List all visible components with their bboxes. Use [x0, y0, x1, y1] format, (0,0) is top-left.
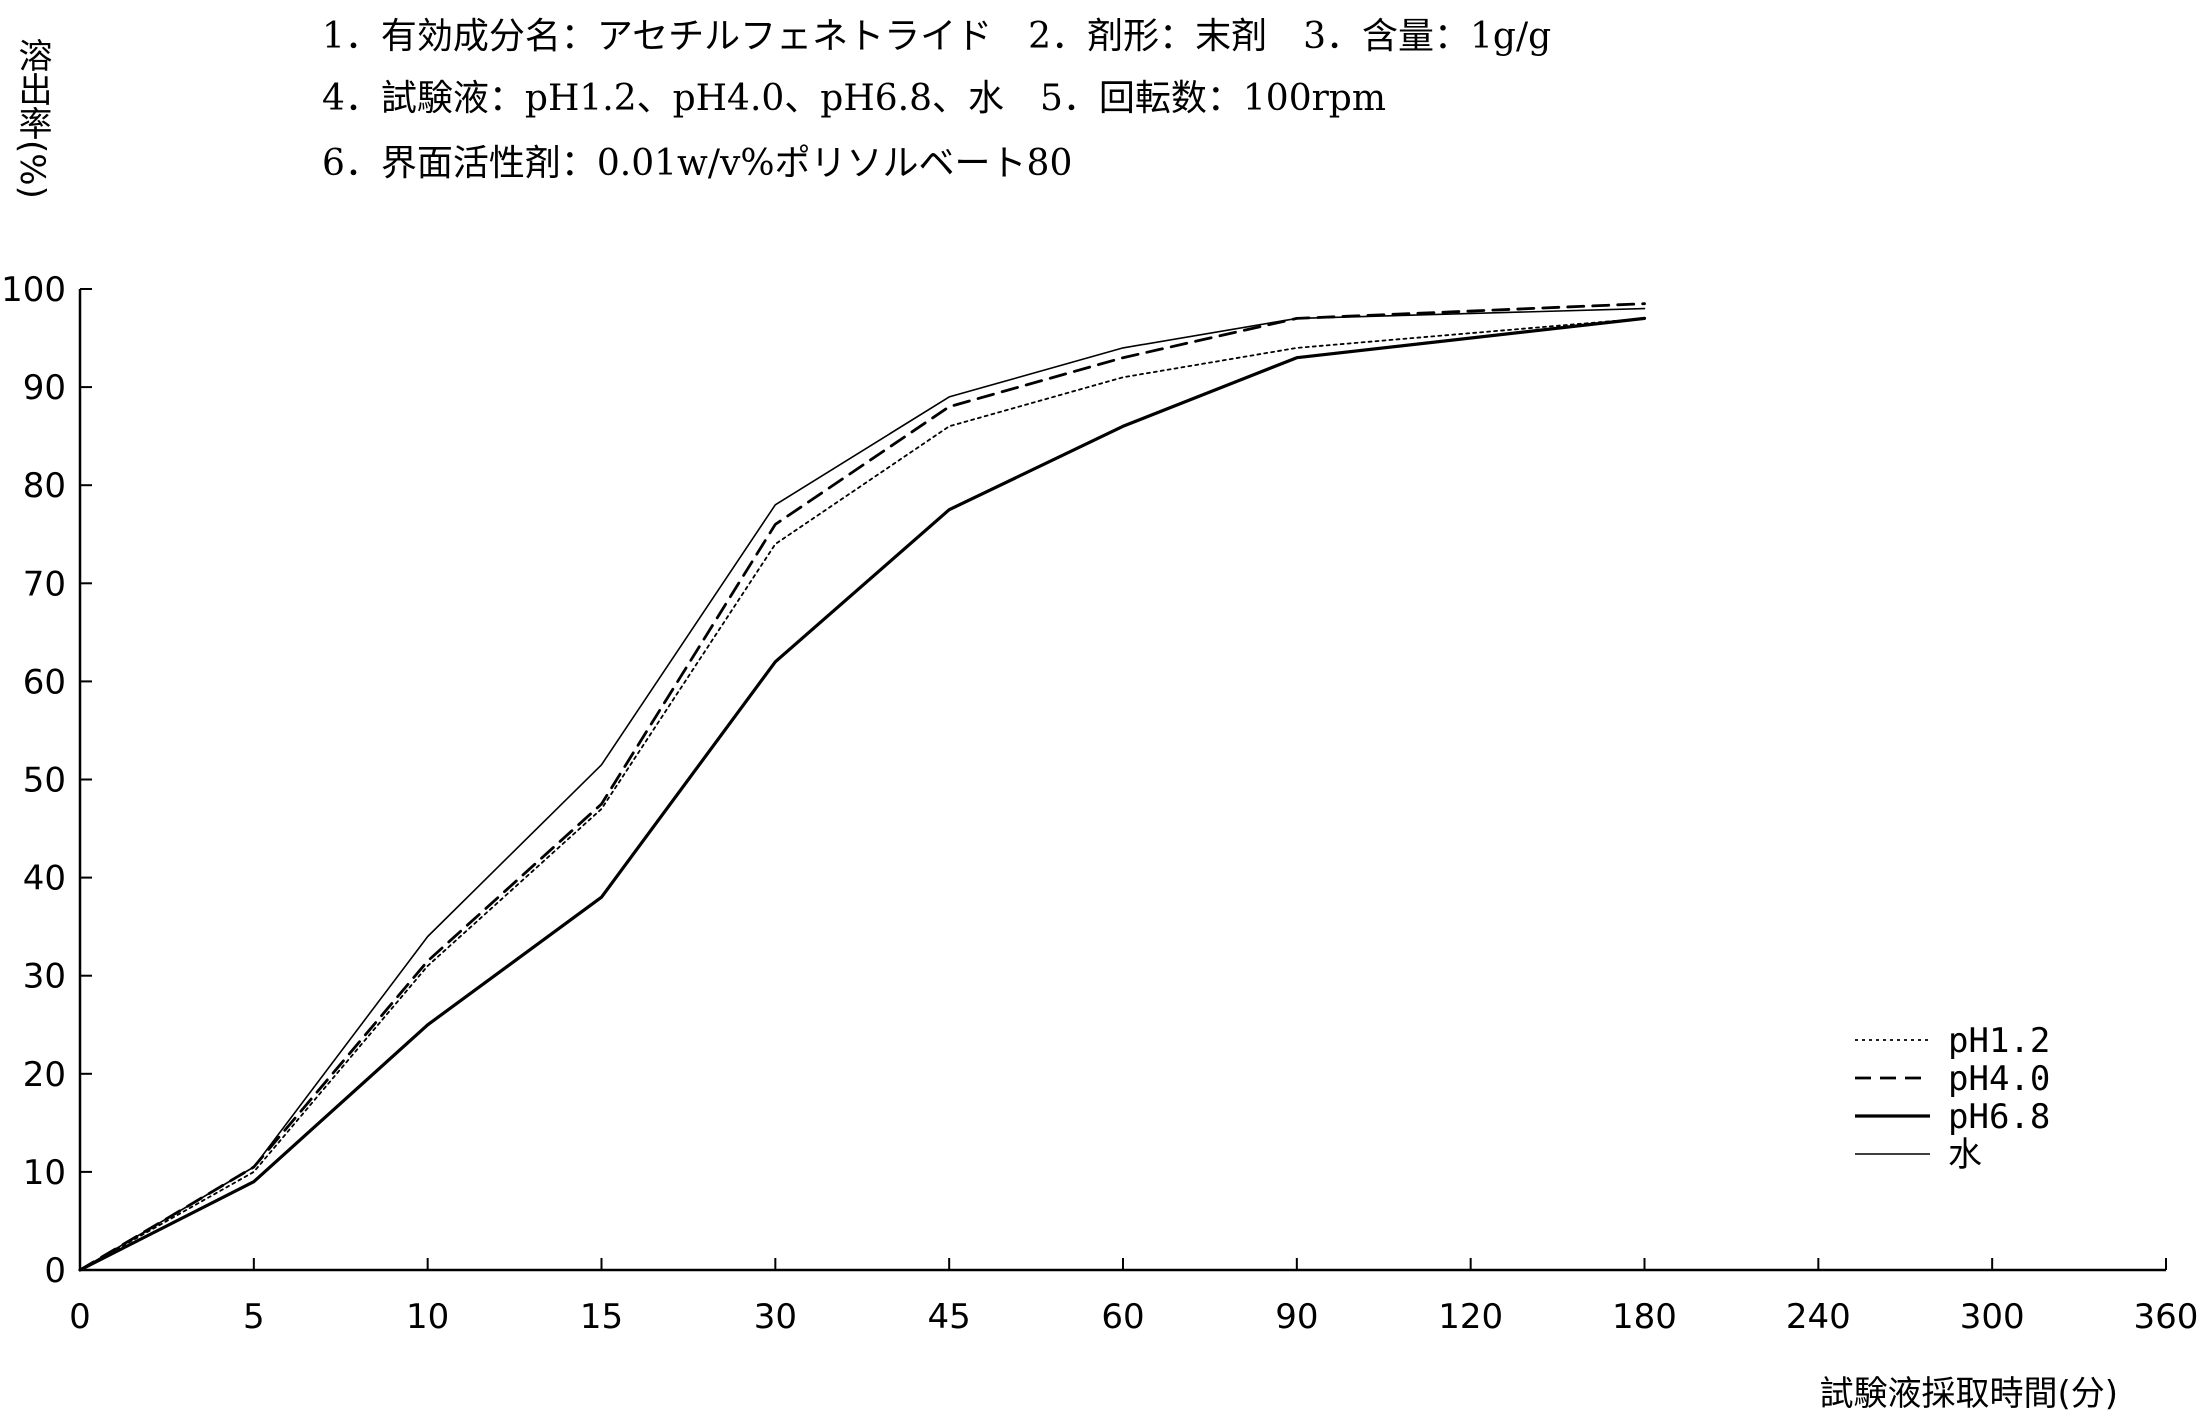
- x-tick-label-120: 120: [1438, 1297, 1503, 1337]
- series-lines: [78, 302, 1647, 1272]
- x-axis-title: 試験液採取時間(分): [1819, 1374, 2118, 1414]
- y-axis-title: 溶出率(%): [12, 38, 52, 199]
- x-tick-label-360: 360: [2134, 1297, 2199, 1337]
- y-tick-label-30: 30: [23, 957, 66, 997]
- info-line-2: 4．試験液：pH1.2、pH4.0、pH6.8、水 5．回転数：100rpm: [322, 78, 1386, 119]
- test-conditions: 1．有効成分名：アセチルフェネトライド 2．剤形：末剤 3．含量：1g/g 4．…: [322, 16, 1551, 184]
- y-tick-label-40: 40: [23, 859, 66, 899]
- y-axis-ticks: 0 10 20 30 40 50 60 70 80 90 100: [1, 270, 92, 1291]
- x-tick-label-10: 10: [406, 1297, 449, 1337]
- x-tick-label-0: 0: [69, 1297, 91, 1337]
- x-axis-ticks: 0 5 10 15 30 45 60 90 120 180 240 300 360: [69, 1258, 2198, 1337]
- axes: [78, 289, 2166, 1272]
- x-tick-label-5: 5: [243, 1297, 265, 1337]
- info-line-3: 6．界面活性剤：0.01w/v%ポリソルベート80: [322, 143, 1072, 184]
- series-line-ph6-8: [78, 316, 1647, 1272]
- x-tick-label-300: 300: [1960, 1297, 2025, 1337]
- series-line-ph4-0: [78, 302, 1646, 1272]
- y-tick-label-100: 100: [1, 270, 66, 310]
- y-tick-label-20: 20: [23, 1055, 66, 1095]
- legend-label-ph1-2: pH1.2: [1948, 1021, 2050, 1061]
- y-tick-label-90: 90: [23, 368, 66, 408]
- y-tick-label-50: 50: [23, 761, 66, 801]
- x-tick-label-45: 45: [928, 1297, 971, 1337]
- y-tick-label-80: 80: [23, 466, 66, 506]
- x-tick-label-60: 60: [1101, 1297, 1144, 1337]
- series-line-ph1-2: [79, 317, 1646, 1271]
- legend-label-water: 水: [1948, 1135, 1982, 1175]
- x-tick-label-90: 90: [1275, 1297, 1318, 1337]
- x-tick-label-240: 240: [1786, 1297, 1851, 1337]
- legend-label-ph6-8: pH6.8: [1948, 1097, 2050, 1137]
- series-line-water: [79, 307, 1646, 1271]
- x-tick-label-180: 180: [1612, 1297, 1677, 1337]
- x-tick-label-30: 30: [754, 1297, 797, 1337]
- y-tick-label-0: 0: [44, 1251, 66, 1291]
- x-tick-label-15: 15: [580, 1297, 623, 1337]
- y-tick-label-10: 10: [23, 1153, 66, 1193]
- legend-label-ph4-0: pH4.0: [1948, 1059, 2050, 1099]
- y-tick-label-60: 60: [23, 662, 66, 702]
- y-tick-label-70: 70: [23, 564, 66, 604]
- info-line-1: 1．有効成分名：アセチルフェネトライド 2．剤形：末剤 3．含量：1g/g: [322, 16, 1551, 57]
